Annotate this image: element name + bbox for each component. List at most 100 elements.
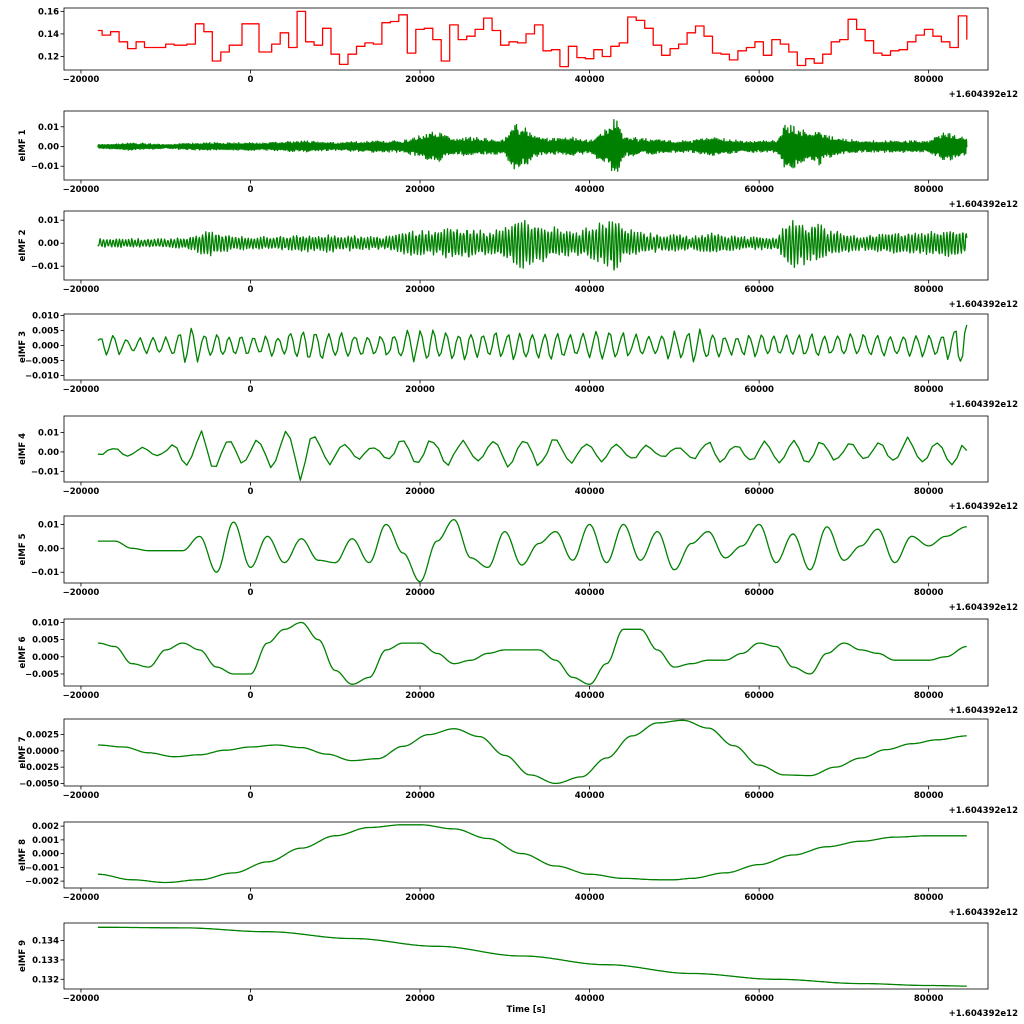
series-line-8 — [97, 719, 967, 785]
y-tick-label: −0.0050 — [19, 779, 59, 789]
panel-5: −20000 0 20000 40000 60000 80000 +1.604392e12 −… — [18, 415, 1018, 512]
x-tick-label: 40000 — [575, 185, 605, 195]
axes-frame — [63, 313, 989, 381]
x-tick-label: 0 — [248, 285, 254, 295]
x-tick-label: 60000 — [744, 893, 774, 903]
y-tick-label: −0.0025 — [19, 763, 59, 773]
panel-6: −20000 0 20000 40000 60000 80000 +1.604392e12 −… — [18, 515, 1018, 613]
x-tick-label: 80000 — [914, 893, 944, 903]
x-tick-label: −20000 — [63, 487, 100, 497]
y-tick-label: 0.00 — [38, 239, 59, 249]
x-tick-label: −20000 — [63, 588, 100, 598]
y-tick-label: 0.134 — [32, 936, 59, 946]
x-offset-label: +1.604392e12 — [949, 502, 1018, 512]
x-offset-label: +1.604392e12 — [949, 706, 1018, 716]
x-tick-label: −20000 — [63, 791, 100, 801]
x-tick-label: 60000 — [744, 385, 774, 395]
series-line-5 — [97, 430, 968, 481]
x-tick-label: 0 — [248, 487, 254, 497]
x-tick-label: 60000 — [744, 185, 774, 195]
x-tick-label: 20000 — [405, 791, 435, 801]
y-tick-label: 0.000 — [32, 850, 59, 860]
axes-frame — [63, 415, 989, 483]
x-tick-label: 80000 — [914, 588, 944, 598]
x-tick-label: 20000 — [405, 588, 435, 598]
x-tick-label: 20000 — [405, 385, 435, 395]
x-tick-label: 0 — [248, 791, 254, 801]
y-tick-label: −0.01 — [31, 162, 59, 172]
y-tick-label: −0.01 — [31, 568, 59, 578]
y-tick-label: 0.01 — [38, 429, 59, 439]
x-tick-label: 80000 — [914, 791, 944, 801]
x-tick-label: 20000 — [405, 893, 435, 903]
x-tick-label: 40000 — [575, 893, 605, 903]
y-axis-label: eIMF 3 — [18, 331, 28, 363]
panel-4: −20000 0 20000 40000 60000 80000 +1.604392e12 −… — [18, 312, 1018, 411]
x-tick-label: −20000 — [63, 185, 100, 195]
x-axis-label: Time [s] — [506, 1005, 545, 1015]
y-tick-label: 0.12 — [38, 52, 59, 62]
y-axis-label: eIMF 2 — [18, 229, 28, 261]
y-axis-label: eIMF 1 — [18, 129, 28, 161]
x-tick-label: 0 — [248, 994, 254, 1004]
y-axis-label: eIMF 8 — [18, 839, 28, 871]
y-tick-label: −0.005 — [25, 670, 59, 680]
x-offset-label: +1.604392e12 — [949, 200, 1018, 210]
x-tick-label: 20000 — [405, 691, 435, 701]
x-tick-label: 60000 — [744, 487, 774, 497]
x-tick-label: 20000 — [405, 75, 435, 85]
x-tick-label: −20000 — [63, 385, 100, 395]
y-tick-label: 0.01 — [38, 216, 59, 226]
y-tick-label: 0.01 — [38, 123, 59, 133]
x-tick-label: 40000 — [575, 791, 605, 801]
y-tick-label: 0.000 — [32, 653, 59, 663]
y-tick-label: 0.005 — [32, 636, 59, 646]
y-axis-label: eIMF 7 — [18, 736, 28, 768]
x-tick-label: 0 — [248, 893, 254, 903]
x-tick-label: 0 — [248, 75, 254, 85]
y-tick-label: −0.01 — [31, 467, 59, 477]
x-tick-label: 40000 — [575, 385, 605, 395]
x-tick-label: 60000 — [744, 588, 774, 598]
x-tick-label: −20000 — [63, 691, 100, 701]
y-tick-label: 0.14 — [38, 30, 59, 40]
y-tick-label: −0.01 — [31, 262, 59, 272]
series-line-6 — [97, 518, 967, 583]
y-tick-label: 0.000 — [32, 342, 59, 352]
x-tick-label: 80000 — [914, 75, 944, 85]
y-tick-label: 0.00 — [38, 544, 59, 554]
axes-frame — [63, 718, 989, 787]
x-tick-label: 40000 — [575, 285, 605, 295]
panel-10: −20000 0 20000 40000 60000 80000 +1.604392e12 0… — [18, 922, 1018, 1019]
axes-frame — [63, 922, 989, 990]
y-tick-label: 0.01 — [38, 520, 59, 530]
y-axis-label: eIMF 9 — [18, 940, 28, 972]
panel-2: −20000 0 20000 40000 60000 80000 +1.604392e12 −… — [18, 110, 1018, 210]
x-offset-label: +1.604392e12 — [949, 806, 1018, 816]
x-tick-label: 80000 — [914, 285, 944, 295]
x-offset-label: +1.604392e12 — [949, 400, 1018, 410]
x-tick-label: 60000 — [744, 691, 774, 701]
x-offset-label: +1.604392e12 — [949, 603, 1018, 613]
y-tick-label: 0.132 — [32, 975, 59, 985]
panel-1: −20000 0 20000 40000 60000 80000 +1.604392e12 0… — [38, 7, 1018, 100]
x-tick-label: 0 — [248, 691, 254, 701]
y-axis-label: eIMF 5 — [18, 533, 28, 565]
y-tick-label: 0.002 — [32, 822, 59, 832]
panel-9: −20000 0 20000 40000 60000 80000 +1.604392e12 −… — [18, 821, 1018, 918]
y-tick-label: 0.010 — [32, 618, 59, 628]
x-offset-label: +1.604392e12 — [949, 908, 1018, 918]
x-tick-label: 80000 — [914, 994, 944, 1004]
x-tick-label: 40000 — [575, 487, 605, 497]
series-line-10 — [97, 926, 967, 987]
x-tick-label: −20000 — [63, 893, 100, 903]
series-line-3 — [97, 219, 968, 271]
x-tick-label: 60000 — [744, 75, 774, 85]
y-tick-label: −0.005 — [25, 357, 59, 367]
x-tick-label: 60000 — [744, 791, 774, 801]
x-tick-label: 40000 — [575, 588, 605, 598]
x-tick-label: 40000 — [575, 691, 605, 701]
x-tick-label: 80000 — [914, 487, 944, 497]
y-tick-label: 0.133 — [32, 956, 59, 966]
